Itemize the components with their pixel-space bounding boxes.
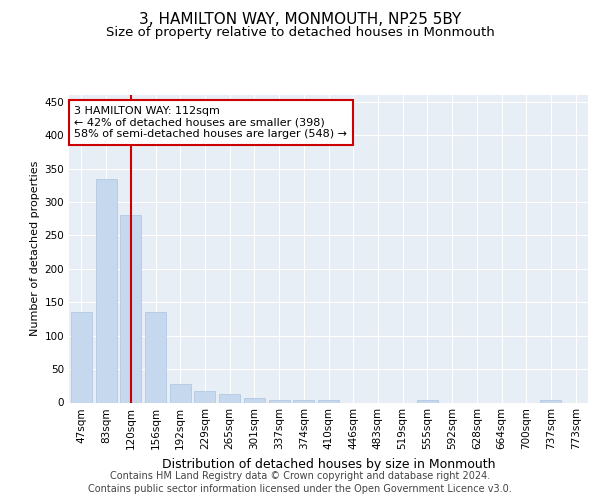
Bar (71, 312, 92, 402)
Bar (293, 400, 314, 402)
Bar (145, 312, 166, 402)
Bar (541, 400, 562, 402)
Bar (170, 384, 191, 402)
Bar (219, 394, 240, 402)
X-axis label: Distribution of detached houses by size in Monmouth: Distribution of detached houses by size … (162, 458, 495, 471)
Text: 3 HAMILTON WAY: 112sqm
← 42% of detached houses are smaller (398)
58% of semi-de: 3 HAMILTON WAY: 112sqm ← 42% of detached… (74, 106, 347, 139)
Text: Contains public sector information licensed under the Open Government Licence v3: Contains public sector information licen… (88, 484, 512, 494)
Text: Size of property relative to detached houses in Monmouth: Size of property relative to detached ho… (106, 26, 494, 39)
Bar (95, 178, 116, 402)
Bar (318, 400, 339, 402)
Bar (194, 391, 215, 402)
Bar (417, 400, 438, 402)
Bar (269, 400, 290, 402)
Text: 3, HAMILTON WAY, MONMOUTH, NP25 5BY: 3, HAMILTON WAY, MONMOUTH, NP25 5BY (139, 12, 461, 26)
Bar (120, 216, 141, 402)
Text: Contains HM Land Registry data © Crown copyright and database right 2024.: Contains HM Land Registry data © Crown c… (110, 471, 490, 481)
Bar (244, 398, 265, 402)
Y-axis label: Number of detached properties: Number of detached properties (30, 161, 40, 336)
